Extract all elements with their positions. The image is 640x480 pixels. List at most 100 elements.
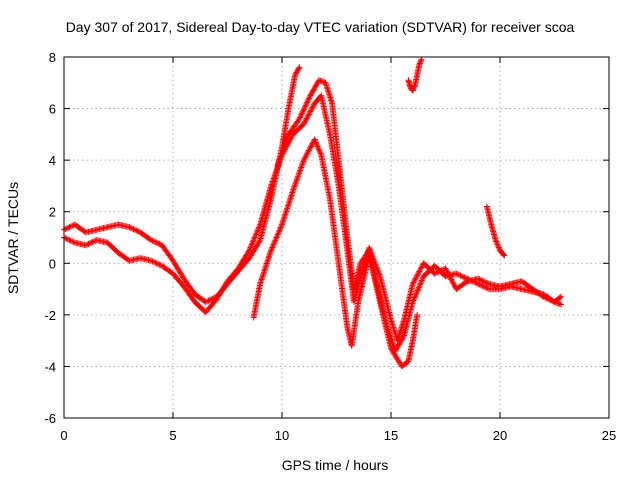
data-point-marker [274,231,281,238]
data-point-marker [295,65,302,72]
data-point-marker [395,342,402,349]
data-point-marker [204,298,211,305]
data-point-marker [298,111,305,118]
data-point-marker [275,228,282,235]
series-track-f [483,203,508,259]
data-point-marker [414,288,421,295]
data-point-marker [311,84,318,91]
data-point-marker [416,60,423,67]
data-point-marker [419,276,426,283]
data-point-marker [155,240,162,247]
data-point-marker [85,240,92,247]
data-point-marker [304,98,311,105]
data-point-marker [409,298,416,305]
data-point-marker [297,167,304,174]
data-point-marker [251,234,258,241]
data-point-marker [317,150,324,157]
data-point-marker [315,144,322,151]
data-point-marker [248,241,255,248]
data-point-marker [479,282,486,289]
data-point-marker [308,90,315,97]
data-point-marker [473,280,480,287]
data-point-marker [418,264,425,271]
data-point-marker [550,298,557,305]
data-point-marker [501,252,508,259]
data-point-marker [310,86,317,93]
y-tick-label: 4 [49,153,56,168]
data-point-marker [443,266,450,273]
series-track-e [405,56,425,94]
data-point-marker [468,277,475,284]
data-point-marker [412,275,419,282]
data-point-marker [410,84,417,91]
data-point-marker [270,175,277,182]
y-tick-label: -2 [44,308,56,323]
data-point-marker [202,298,209,305]
data-point-marker [312,139,319,146]
data-point-marker [299,110,306,117]
data-point-marker [63,235,70,242]
data-point-marker [276,156,283,163]
data-point-marker [300,157,307,164]
data-point-marker [396,340,403,347]
data-point-marker [431,270,438,277]
data-point-marker [484,285,491,292]
data-point-marker [300,107,307,114]
data-point-marker [314,143,321,150]
data-point-marker [301,119,308,126]
data-point-marker [495,242,502,249]
data-point-marker [302,118,309,125]
data-point-marker [558,301,565,308]
data-point-marker [302,102,309,109]
y-tick-label: 2 [49,205,56,220]
data-point-marker [308,91,315,98]
data-point-marker [285,132,292,139]
data-point-marker [278,151,285,158]
data-point-marker [308,107,315,114]
data-point-marker [308,142,315,149]
data-point-marker [292,72,299,79]
data-point-marker [294,174,301,181]
data-point-marker [279,149,286,156]
data-point-marker [410,279,417,286]
data-point-marker [309,104,316,111]
data-point-marker [283,137,290,144]
data-point-marker [294,68,301,75]
data-point-marker [274,233,281,240]
data-point-marker [281,143,288,150]
data-point-marker [67,223,74,230]
y-tick-label: 6 [49,102,56,117]
data-point-marker [273,234,280,241]
x-tick-label: 10 [275,428,289,443]
data-point-marker [302,103,309,110]
data-point-marker [393,346,400,353]
data-point-marker [482,284,489,291]
data-point-marker [282,140,289,147]
data-point-marker [303,151,310,158]
data-point-marker [148,257,155,264]
data-point-marker [484,280,491,287]
data-point-marker [129,225,136,232]
data-point-marker [413,290,420,297]
data-point-marker [281,141,288,148]
data-point-marker [415,286,422,293]
series-track-d [274,77,565,354]
data-point-marker [274,162,281,169]
data-point-marker [462,275,469,282]
data-point-marker [306,146,313,153]
data-point-marker [492,237,499,244]
data-point-marker [411,294,418,301]
data-point-marker [457,272,464,279]
data-point-marker [86,240,93,247]
data-point-marker [152,239,159,246]
data-point-marker [255,224,262,231]
data-point-marker [303,100,310,107]
data-point-marker [555,300,562,307]
data-point-marker [296,115,303,122]
data-point-marker [268,245,275,252]
data-point-marker [554,299,561,306]
data-point-marker [464,275,471,282]
data-point-marker [277,224,284,231]
data-point-marker [495,244,502,251]
data-point-marker [395,341,402,348]
